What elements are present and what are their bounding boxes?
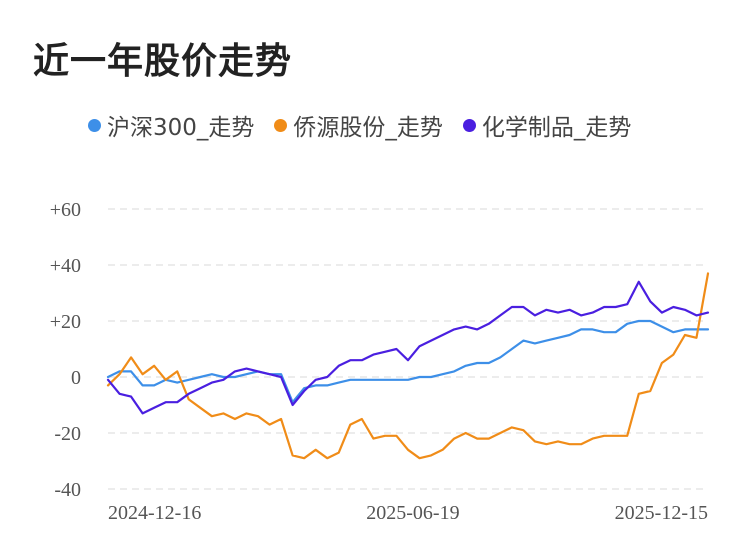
legend-label-hs300: 沪深300_走势 [107,115,255,141]
y-tick-label: 0 [71,367,81,389]
legend-label-qiaoyuan: 侨源股份_走势 [293,115,443,141]
legend-dot-hs300 [88,118,101,132]
legend-dot-chemicals [462,118,476,132]
chart-title: 近一年股价走势 [33,41,293,82]
grid-layer [108,208,708,490]
series-line-1 [106,272,710,460]
legend-label-chemicals: 化学制品_走势 [481,115,632,141]
y-tick-label: +60 [50,199,81,221]
axis-layer: +60 +40 +20 0 -20 -40 2024-12-16 2025-06-19 2025… [50,199,708,524]
legend-item-hs300[interactable]: 沪深300_走势 [88,108,254,142]
y-tick-label: -40 [54,479,81,501]
series-line-0 [106,319,710,404]
y-tick-label: -20 [54,423,81,445]
legend-item-chemicals[interactable]: 化学制品_走势 [462,108,632,142]
y-tick-label: +40 [50,255,81,277]
x-tick-label: 2025-12-15 [615,502,708,524]
legend-item-qiaoyuan[interactable]: 侨源股份_走势 [274,108,443,142]
x-tick-label: 2024-12-16 [108,502,201,524]
series-layer [106,272,710,460]
x-tick-label: 2025-06-19 [366,502,459,524]
chart-legend: 沪深300_走势 侨源股份_走势 化学制品_走势 [88,108,651,142]
legend-dot-qiaoyuan [274,118,288,132]
y-tick-label: +20 [50,311,81,333]
series-line-2 [106,280,710,415]
